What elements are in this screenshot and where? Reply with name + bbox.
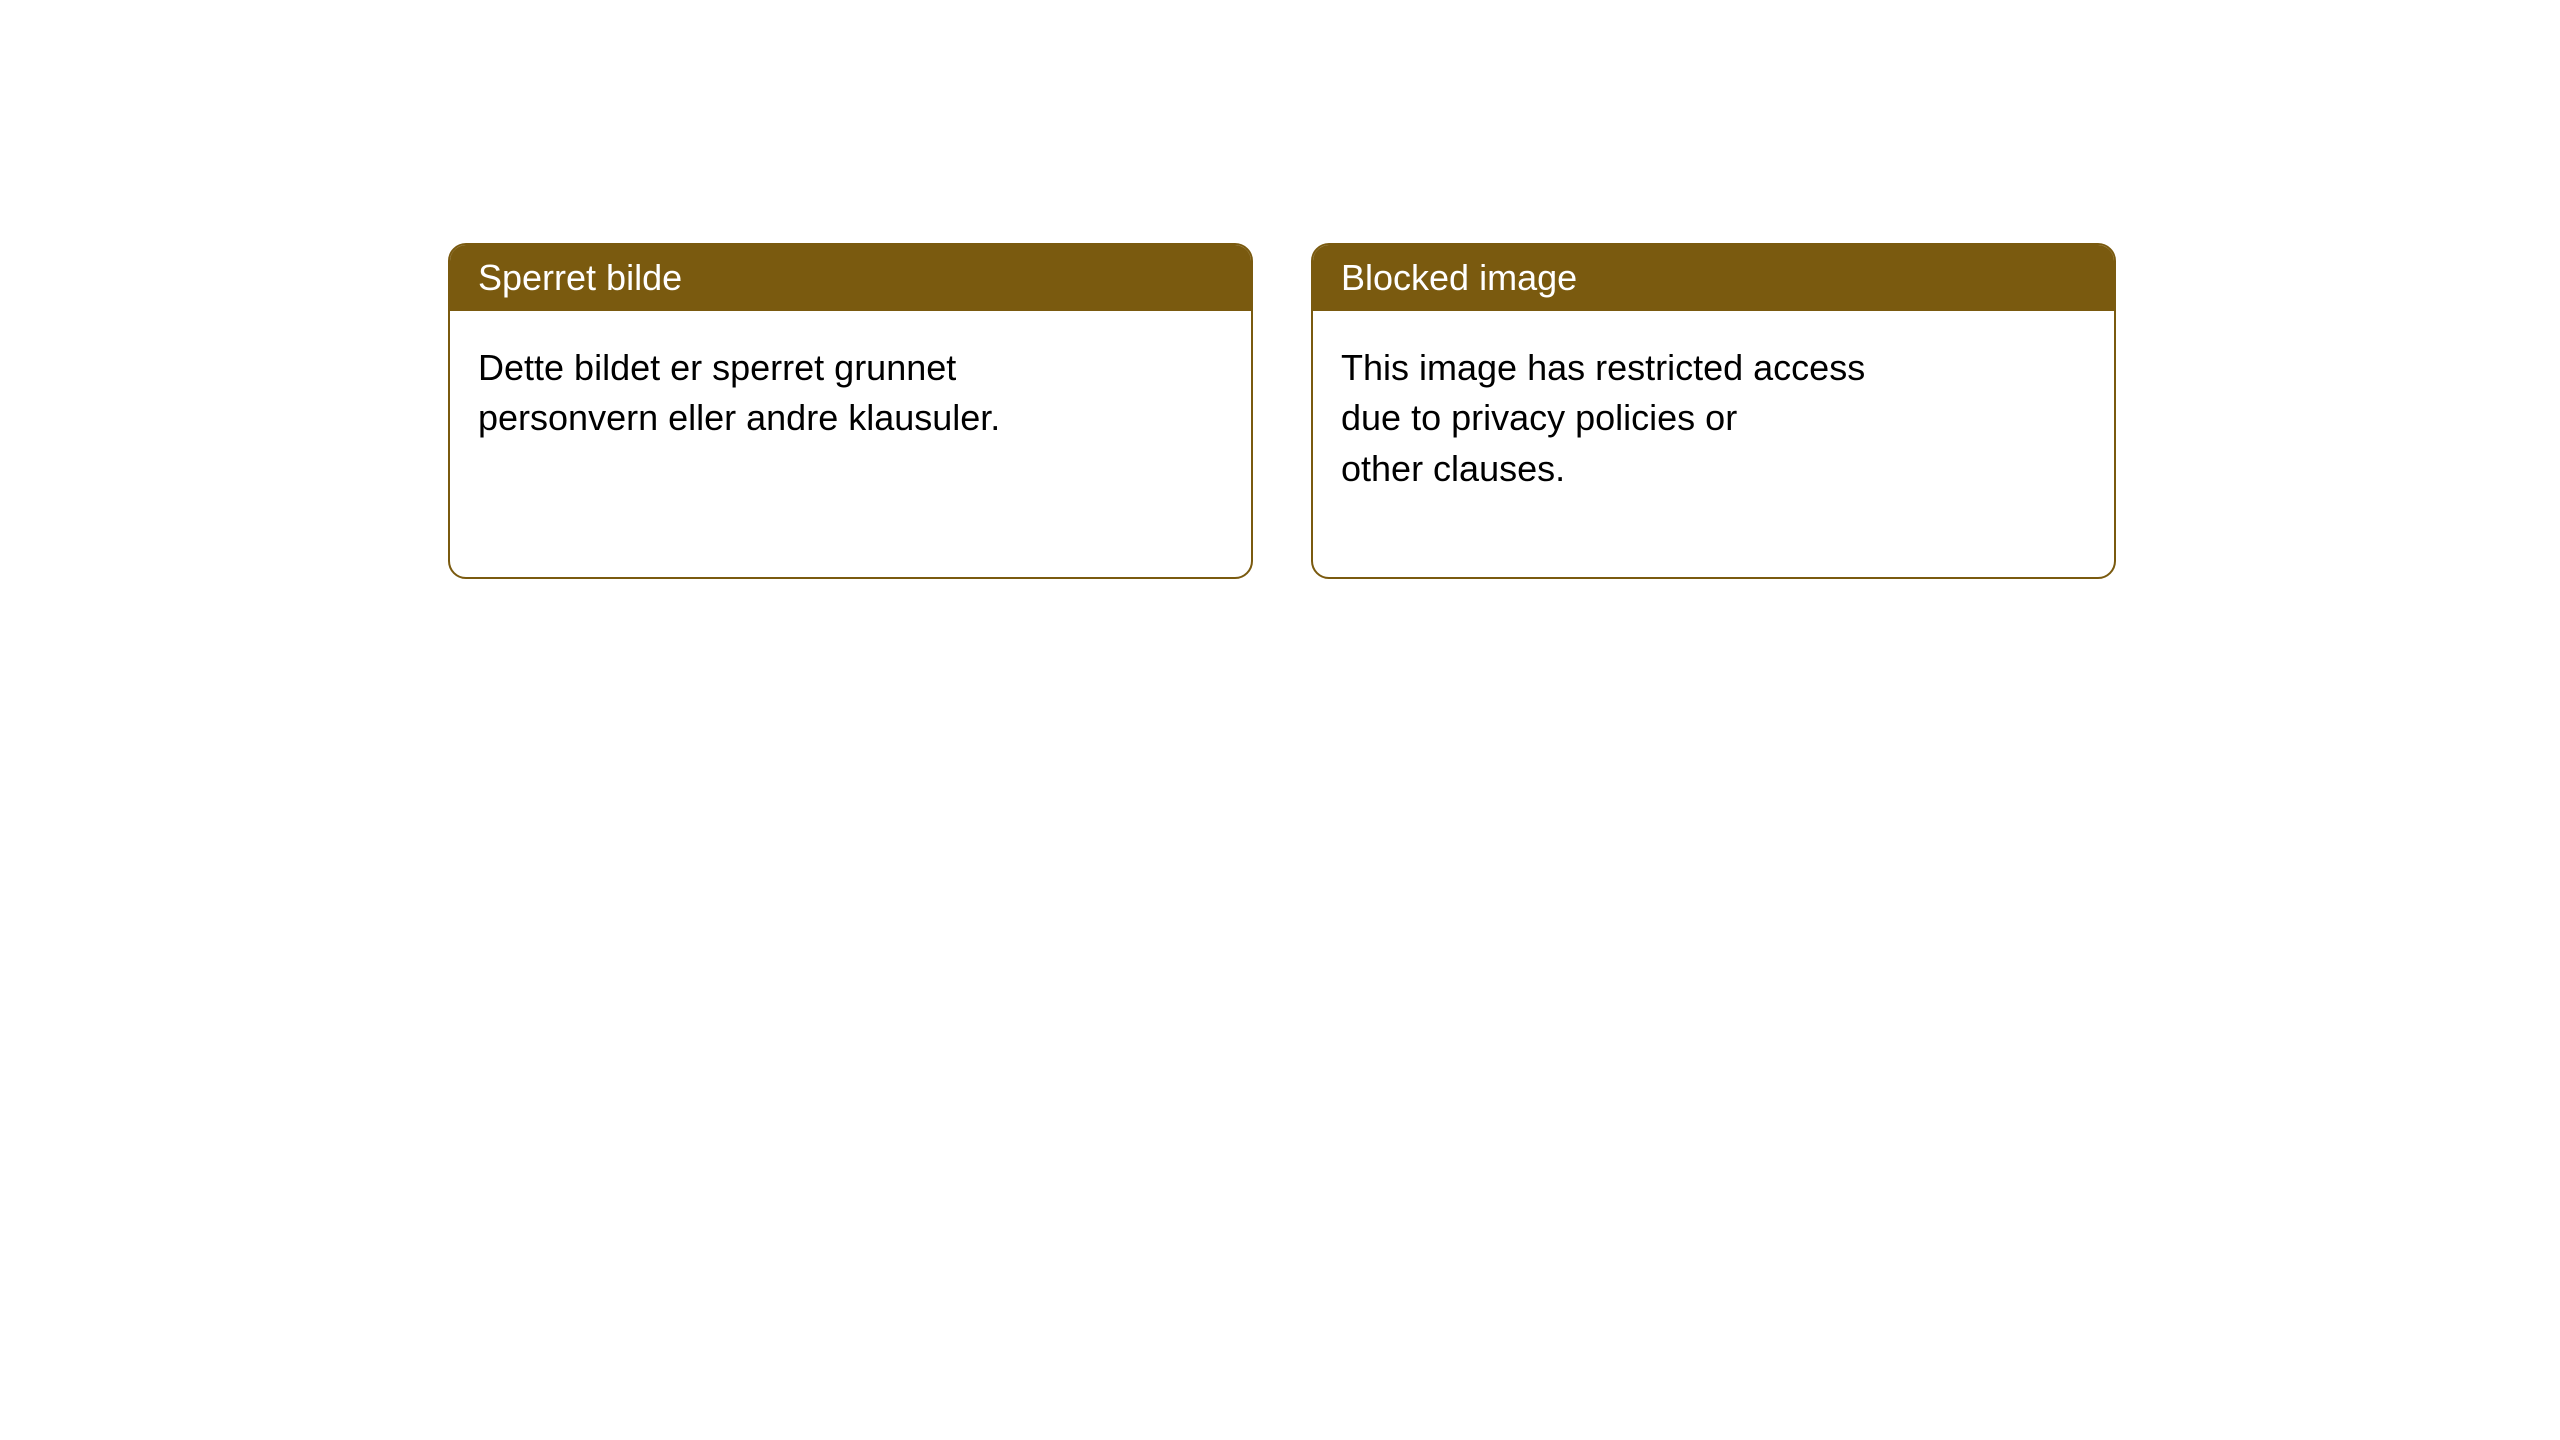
- notice-header-english: Blocked image: [1313, 245, 2114, 311]
- notice-body-norwegian: Dette bildet er sperret grunnet personve…: [450, 311, 1251, 476]
- notice-container: Sperret bilde Dette bildet er sperret gr…: [0, 0, 2560, 579]
- notice-body-english: This image has restricted access due to …: [1313, 311, 2114, 526]
- notice-card-english: Blocked image This image has restricted …: [1311, 243, 2116, 579]
- notice-card-norwegian: Sperret bilde Dette bildet er sperret gr…: [448, 243, 1253, 579]
- notice-header-norwegian: Sperret bilde: [450, 245, 1251, 311]
